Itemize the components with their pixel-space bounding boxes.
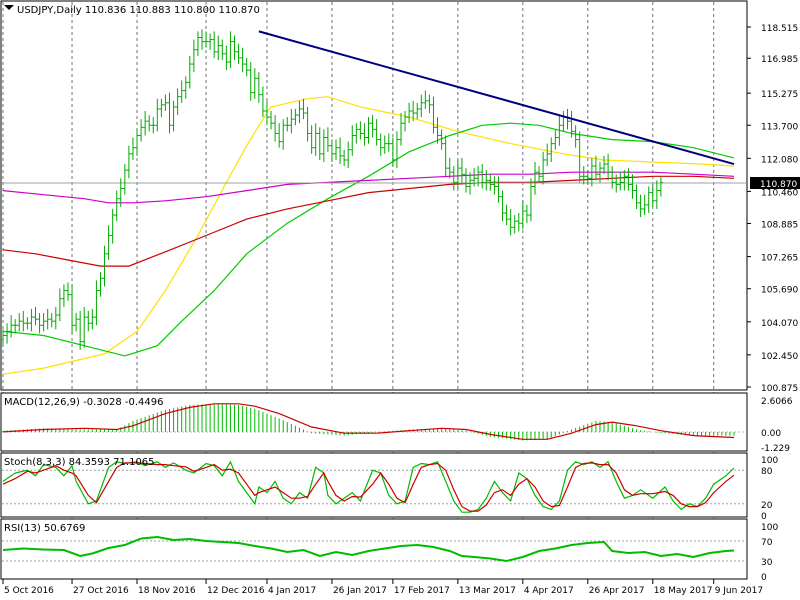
stoch-tick-label: 0 <box>761 512 767 522</box>
x-tick-label: 18 May 2017 <box>654 586 713 596</box>
x-tick-label: 5 Oct 2016 <box>4 586 54 596</box>
current-price-text: 110.870 <box>760 180 797 190</box>
rsi-line <box>2 535 735 563</box>
price-tick-label: 116.985 <box>761 55 798 65</box>
stoch-tick-label: 80 <box>761 467 773 477</box>
stoch-tick-label: 100 <box>761 456 778 466</box>
price-layers <box>1 29 746 375</box>
x-tick-label: 4 Apr 2017 <box>524 586 574 596</box>
moving-average-line <box>2 122 735 357</box>
chart-title: USDJPY,Daily 110.836 110.883 110.800 110… <box>17 5 260 16</box>
price-tick-label: 113.700 <box>761 122 798 132</box>
x-tick-label: 4 Jan 2017 <box>268 586 316 596</box>
macd-panel: MACD(12,26,9) -0.3028 -0.4496 <box>0 392 748 452</box>
x-tick-label: 12 Dec 2016 <box>207 586 265 596</box>
macd-signal-line <box>2 403 735 440</box>
macd-tick-label: 2.6066 <box>761 397 793 407</box>
chart-title-marker <box>4 5 14 10</box>
price-tick-label: 102.450 <box>761 352 798 362</box>
moving-average-line <box>2 96 735 375</box>
rsi-tick-label: 0 <box>761 573 767 583</box>
price-panel: USDJPY,Daily 110.836 110.883 110.800 110… <box>0 0 748 578</box>
trendline <box>258 30 735 166</box>
x-tick-label: 9 Jun 2017 <box>715 586 763 596</box>
price-tick-label: 115.275 <box>761 90 798 100</box>
rsi-tick-label: 70 <box>761 538 773 548</box>
rsi-panel: RSI(13) 50.6769 <box>0 518 748 580</box>
price-tick-label: 100.875 <box>761 384 798 394</box>
x-tick-label: 18 Nov 2016 <box>138 586 196 596</box>
rsi-label: RSI(13) 50.6769 <box>4 523 85 534</box>
rsi-tick-label: 30 <box>761 558 773 568</box>
stoch-signal-line <box>2 462 735 512</box>
current-price-tag <box>750 177 800 190</box>
price-tick-label: 118.515 <box>761 24 798 34</box>
x-tick-label: 26 Jan 2017 <box>333 586 387 596</box>
macd-layers <box>2 403 746 441</box>
price-tick-label: 105.690 <box>761 286 798 296</box>
stoch-layers <box>2 460 746 513</box>
price-tick-label: 110.460 <box>761 188 798 198</box>
stoch-label: Stoch(8,3,3) 84.3593 71.1065 <box>4 457 155 468</box>
x-tick-label: 17 Feb 2017 <box>394 586 450 596</box>
right-axis: 118.515 116.985 115.275 113.700 112.080 110.4… <box>747 24 800 583</box>
moving-average-line <box>2 171 735 204</box>
stoch-tick-label: 20 <box>761 501 773 511</box>
x-tick-label: 27 Oct 2016 <box>73 586 129 596</box>
x-tick-label: 13 Mar 2017 <box>459 586 516 596</box>
price-tick-label: 107.265 <box>761 254 798 264</box>
stoch-panel: Stoch(8,3,3) 84.3593 71.1065 <box>0 452 748 518</box>
x-axis: 5 Oct 2016 27 Oct 2016 18 Nov 2016 12 Dec 2… <box>2 579 763 596</box>
price-tick-label: 104.070 <box>761 319 798 329</box>
macd-tick-label: 0.00 <box>761 429 781 439</box>
rsi-tick-label: 100 <box>761 523 778 533</box>
x-tick-label: 26 Apr 2017 <box>589 586 645 596</box>
price-tick-label: 112.080 <box>761 155 798 165</box>
macd-label: MACD(12,26,9) -0.3028 -0.4496 <box>4 397 164 408</box>
price-tick-label: 108.885 <box>761 221 798 231</box>
macd-tick-label: -1.229 <box>761 444 790 454</box>
moving-average-line <box>2 175 735 267</box>
rsi-layers <box>2 535 746 563</box>
ohlc-readout: 110.836 110.883 110.800 110.870 <box>85 5 260 16</box>
